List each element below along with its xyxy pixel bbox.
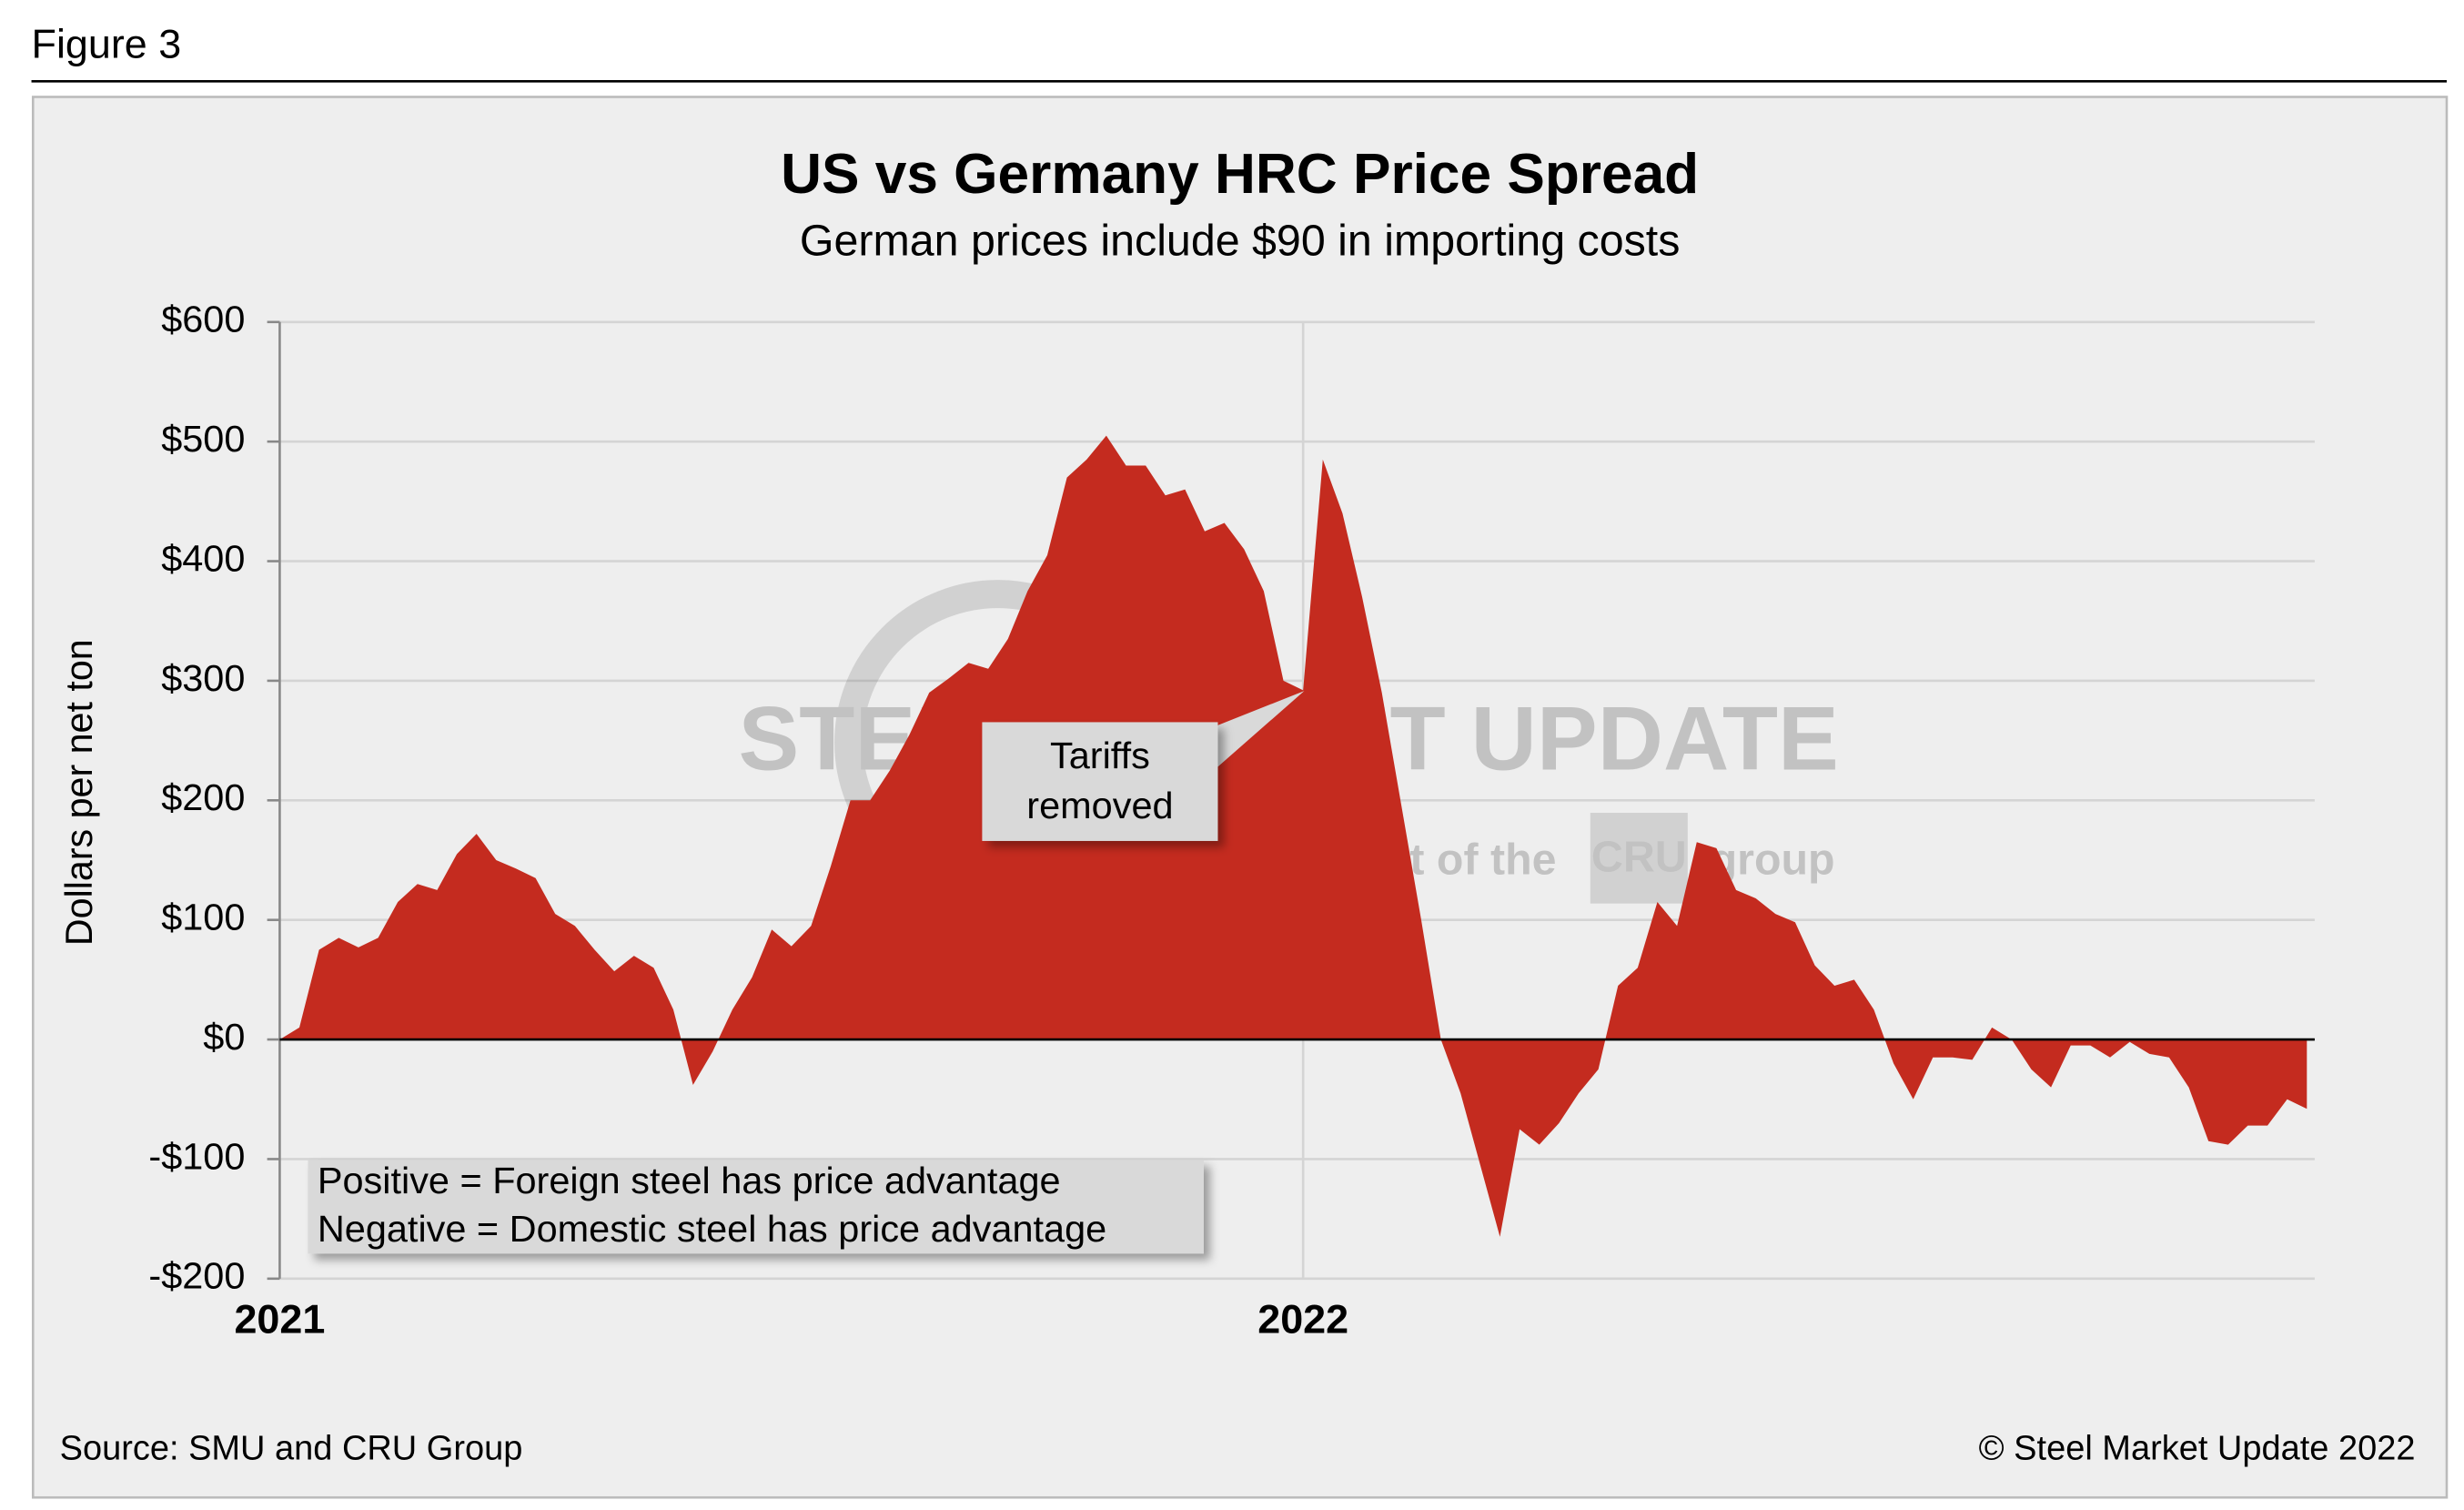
watermark-suffix: group xyxy=(1711,836,1835,885)
note-text: Positive = Foreign steel has price advan… xyxy=(318,1160,1061,1201)
watermark-logo-box xyxy=(1590,813,1688,904)
y-tick-label: $300 xyxy=(161,657,245,699)
y-tick-label: $500 xyxy=(161,418,245,460)
y-tick-label: $200 xyxy=(161,776,245,818)
x-tick-label: 2022 xyxy=(1257,1297,1348,1343)
note: Positive = Foreign steel has price advan… xyxy=(308,1160,1204,1254)
note-text: Negative = Domestic steel has price adva… xyxy=(318,1208,1106,1250)
y-tick-label: -$200 xyxy=(148,1255,245,1297)
chart-title: US vs Germany HRC Price Spread xyxy=(781,143,1699,206)
source: Source: SMU and CRU Group xyxy=(60,1430,523,1468)
figure-label: Figure 3 xyxy=(32,21,182,66)
area xyxy=(279,435,2307,1237)
y-tick-label: $400 xyxy=(161,538,245,580)
callout: Tariffs removed xyxy=(982,691,1305,841)
copyright: © Steel Market Update 2022 xyxy=(1979,1430,2416,1468)
y-tick-label: $0 xyxy=(203,1016,245,1058)
y-axis-label: Dollars per net ton xyxy=(58,639,100,946)
note-box xyxy=(308,1160,1204,1254)
chart-subtitle: German prices include $90 in importing c… xyxy=(800,217,1681,266)
y-tick-label: -$100 xyxy=(148,1135,245,1177)
callout-text: removed xyxy=(1026,785,1173,826)
callout-box xyxy=(982,722,1218,841)
x-tick-label: 2021 xyxy=(234,1297,325,1343)
y-tick-label: $100 xyxy=(161,897,245,938)
watermark-logo: CRU xyxy=(1591,832,1687,881)
y-tick-label: $600 xyxy=(161,299,245,340)
callout-text: Tariffs xyxy=(1050,735,1150,776)
